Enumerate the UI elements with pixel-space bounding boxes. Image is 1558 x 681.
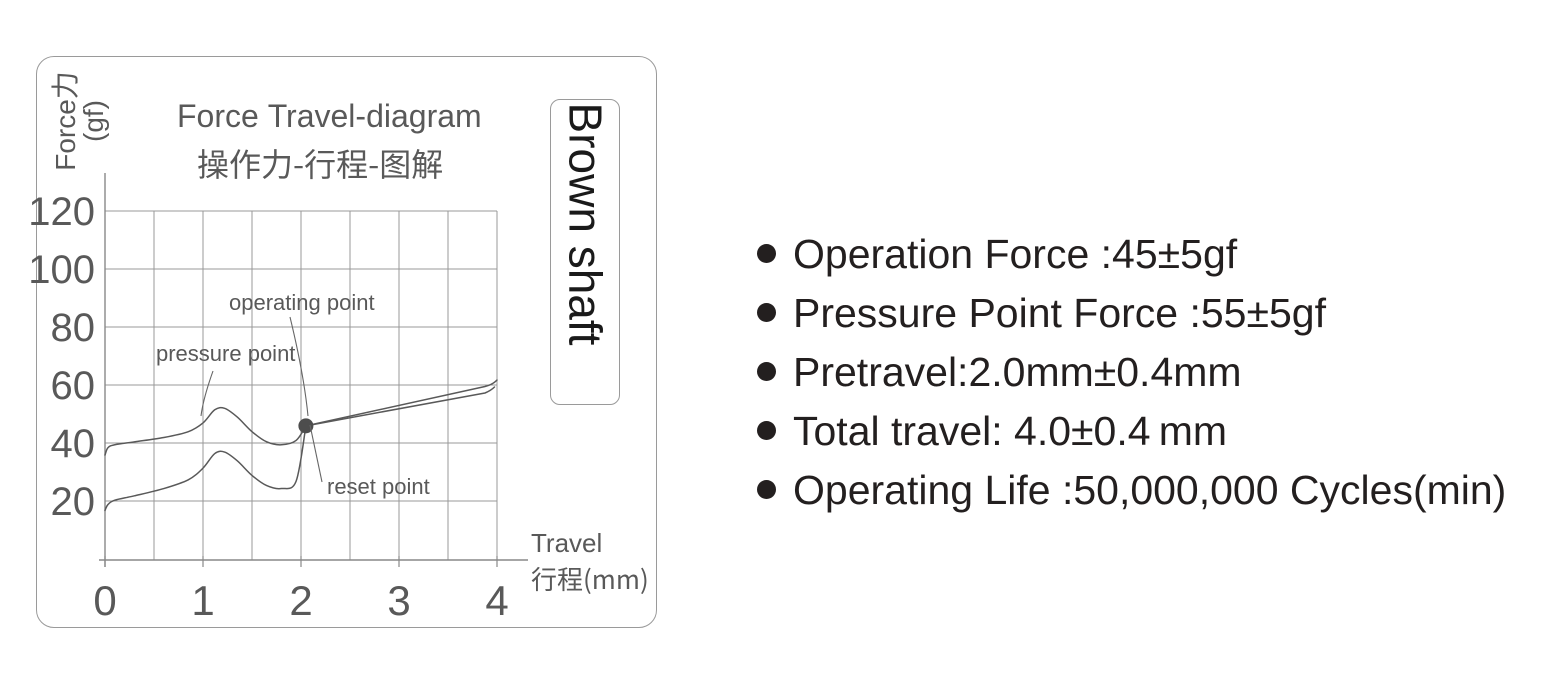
svg-text:120: 120 (28, 190, 95, 234)
svg-text:行程(mm): 行程(mm) (531, 560, 649, 597)
svg-text:60: 60 (51, 364, 96, 408)
svg-text:3: 3 (387, 577, 410, 624)
svg-text:Travel: Travel (531, 528, 602, 558)
svg-text:0: 0 (93, 577, 116, 624)
svg-text:operating point: operating point (229, 290, 375, 315)
svg-text:40: 40 (51, 422, 96, 466)
svg-text:4: 4 (485, 577, 508, 624)
svg-text:20: 20 (51, 480, 96, 524)
svg-text:reset point: reset point (327, 474, 430, 499)
svg-text:pressure point: pressure point (156, 341, 295, 366)
svg-text:80: 80 (51, 306, 96, 350)
svg-text:100: 100 (28, 248, 95, 292)
svg-text:2: 2 (289, 577, 312, 624)
svg-text:1: 1 (191, 577, 214, 624)
